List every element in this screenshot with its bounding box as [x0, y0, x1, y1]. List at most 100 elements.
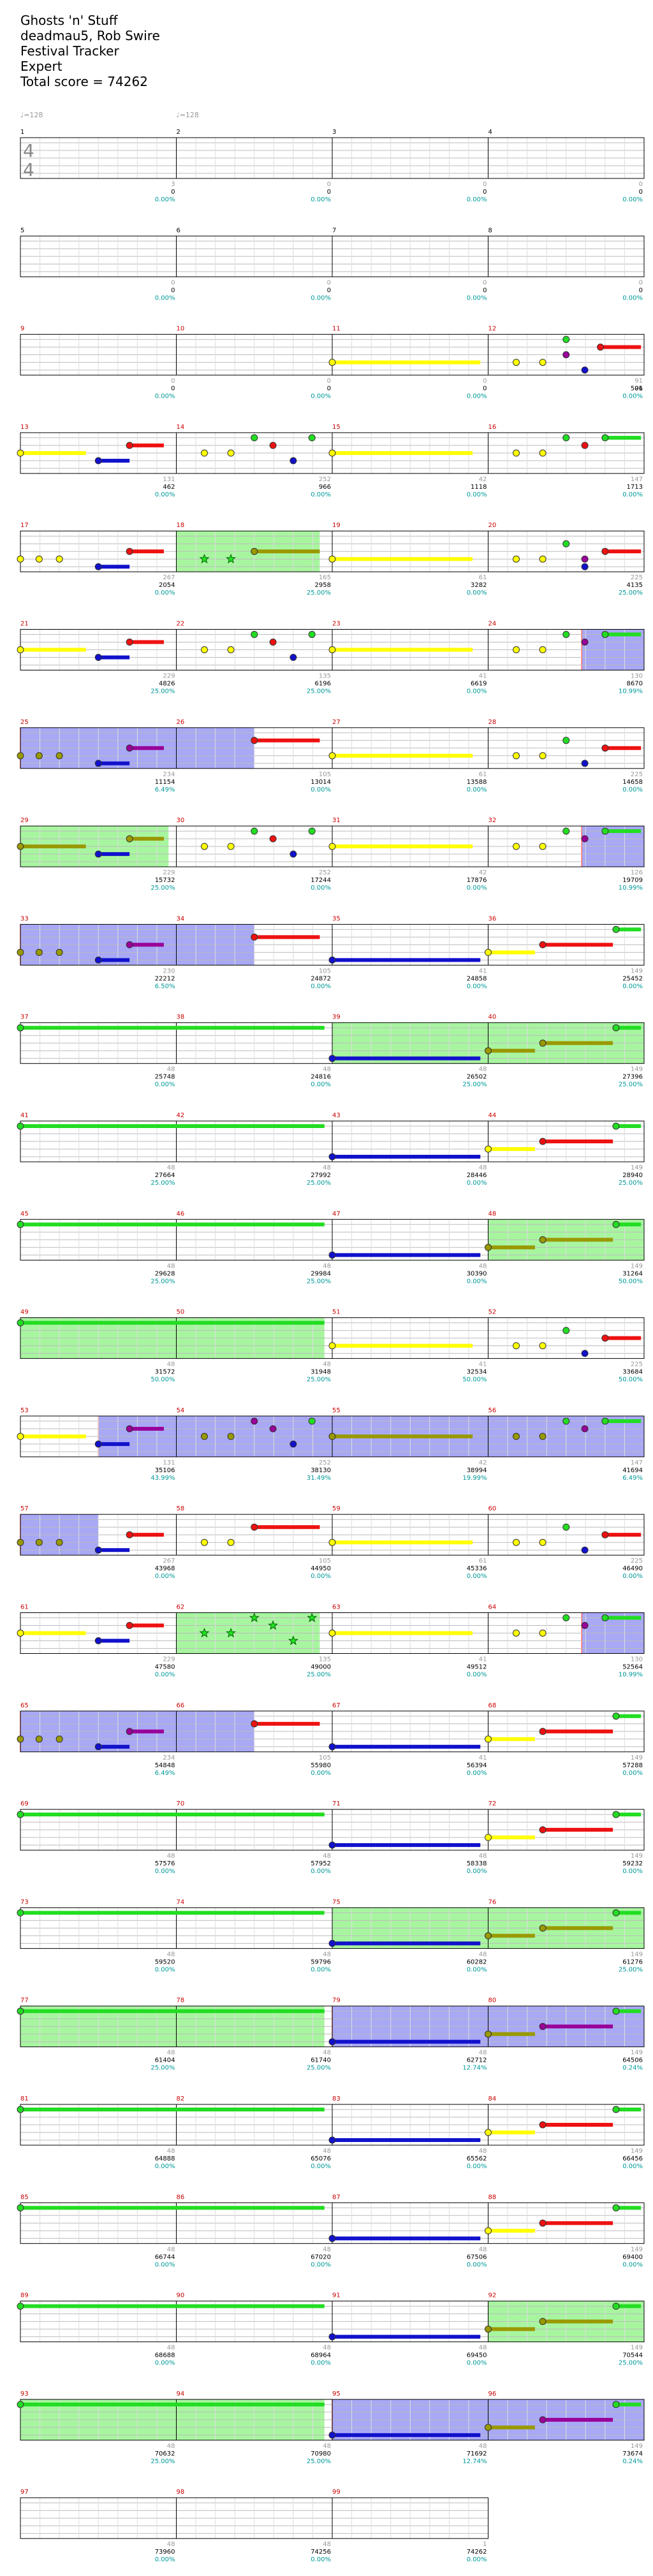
staff-row: 65234548486.49%66105559800.00%6741563940… [17, 1702, 645, 1777]
bar-note-count: 48 [167, 2246, 175, 2253]
note-gem [513, 1342, 520, 1350]
note-gem [581, 1546, 589, 1554]
note-gem [126, 835, 133, 843]
bar-score: 14658 [622, 779, 643, 786]
bar-number: 76 [488, 1899, 497, 1906]
bar-multiplier: 25.00% [619, 2360, 643, 2367]
bar-multiplier: 0.00% [622, 393, 643, 400]
bar-score: 0 [639, 287, 643, 294]
bar-note-count: 0 [639, 279, 643, 286]
bar-note-count: 91 [635, 378, 643, 385]
bar-note-count: 149 [631, 1066, 643, 1073]
bar-multiplier: 0.00% [467, 983, 487, 990]
bar-number: 5 [20, 227, 24, 234]
note-gem [17, 1538, 24, 1546]
note-gem [485, 2030, 492, 2038]
bar-note-count: 149 [631, 1263, 643, 1270]
bar-number: 68 [488, 1702, 497, 1709]
total-score: Total score = 74262 [20, 74, 148, 89]
bar-score: 71692 [467, 2450, 487, 2457]
note-gem [513, 1433, 520, 1440]
bar-note-count: 48 [167, 1361, 175, 1368]
bar-multiplier: 0.00% [622, 1770, 643, 1777]
bar-note-count: 48 [323, 1361, 331, 1368]
bar-note-count: 48 [167, 1066, 175, 1073]
bar-multiplier: 0.00% [311, 294, 331, 301]
bar-score: 62712 [467, 2057, 487, 2064]
bar-number: 62 [177, 1604, 185, 1611]
bar-number: 4 [488, 129, 492, 136]
bar-score: 61404 [155, 2057, 175, 2064]
sustain-note [488, 1737, 535, 1741]
sustain-note [488, 2327, 535, 2331]
sustain-note [20, 1025, 325, 1030]
bar-number: 3 [332, 129, 336, 136]
note-gem [562, 631, 570, 638]
bar-score: 4135 [627, 582, 643, 589]
bar-score: 0 [171, 189, 175, 196]
bar-note-count: 48 [323, 2443, 331, 2450]
bar-note-count: 48 [479, 1164, 487, 1171]
note-gem [17, 2204, 24, 2211]
sustain-note [254, 1721, 320, 1726]
note-gem [55, 1538, 63, 1546]
note-gem [539, 449, 547, 457]
note-gem [94, 1743, 102, 1751]
note-gem [539, 1728, 547, 1735]
bar-number: 42 [177, 1112, 185, 1119]
bar-score: 64506 [622, 2057, 643, 2064]
sustain-note [615, 927, 642, 932]
bar-score: 59796 [311, 1958, 331, 1965]
bar-score: 38994 [467, 1467, 487, 1474]
note-gem [612, 925, 620, 933]
bar-number: 44 [488, 1112, 497, 1119]
difficulty-label: Expert [20, 59, 62, 74]
bar-number: 53 [20, 1407, 29, 1414]
bar-note-count: 48 [167, 2443, 175, 2450]
sustain-note [615, 2402, 642, 2406]
sustain-note [20, 1222, 325, 1227]
staff-row: 8948686880.00%9048689640.00%9148694500.0… [17, 2292, 645, 2367]
note-gem [17, 1122, 24, 1130]
sustain-note [488, 1245, 535, 1250]
bar-multiplier: 0.00% [622, 2163, 643, 2170]
bar-multiplier: 0.00% [311, 1868, 331, 1875]
bar-number: 37 [20, 1014, 29, 1021]
note-gem [308, 827, 316, 835]
note-gem [513, 449, 520, 457]
star-note [226, 553, 237, 564]
bar-score: 47580 [155, 1664, 175, 1671]
note-gem [328, 1939, 336, 1947]
note-gem [201, 1433, 209, 1440]
bar-multiplier: 43.99% [150, 1475, 175, 1482]
note-gem [328, 555, 336, 563]
bar-multiplier: 0.00% [311, 1770, 331, 1777]
staff-row: 1726720540.00%18165295825.00%196132820.0… [17, 522, 645, 597]
bar-multiplier: 31.49% [307, 1475, 331, 1482]
bar-score: 0 [483, 386, 487, 393]
bar-note-count: 225 [631, 574, 643, 581]
sustain-note [98, 958, 130, 962]
bar-note-count: 130 [631, 673, 643, 680]
sustain-note [332, 2236, 481, 2241]
note-gem [17, 1811, 24, 1818]
note-gem [513, 1630, 520, 1637]
bar-score: 66744 [155, 2254, 175, 2261]
bar-number: 32 [488, 817, 497, 824]
note-gem [290, 457, 297, 465]
note-gem [601, 1335, 609, 1342]
bar-score: 55980 [311, 1762, 331, 1769]
note-gem [581, 442, 589, 449]
note-gem [539, 1236, 547, 1243]
bar-note-count: 61 [479, 1558, 487, 1565]
bar-score: 46490 [622, 1565, 643, 1572]
bar-score: 35106 [155, 1467, 175, 1474]
note-gem [227, 1433, 235, 1440]
bar-multiplier: 10.99% [619, 885, 643, 892]
note-gem [612, 2401, 620, 2408]
bar-number: 7 [332, 227, 336, 234]
note-gem [17, 1220, 24, 1228]
bar-number: 38 [177, 1014, 185, 1021]
note-gem [17, 449, 24, 457]
